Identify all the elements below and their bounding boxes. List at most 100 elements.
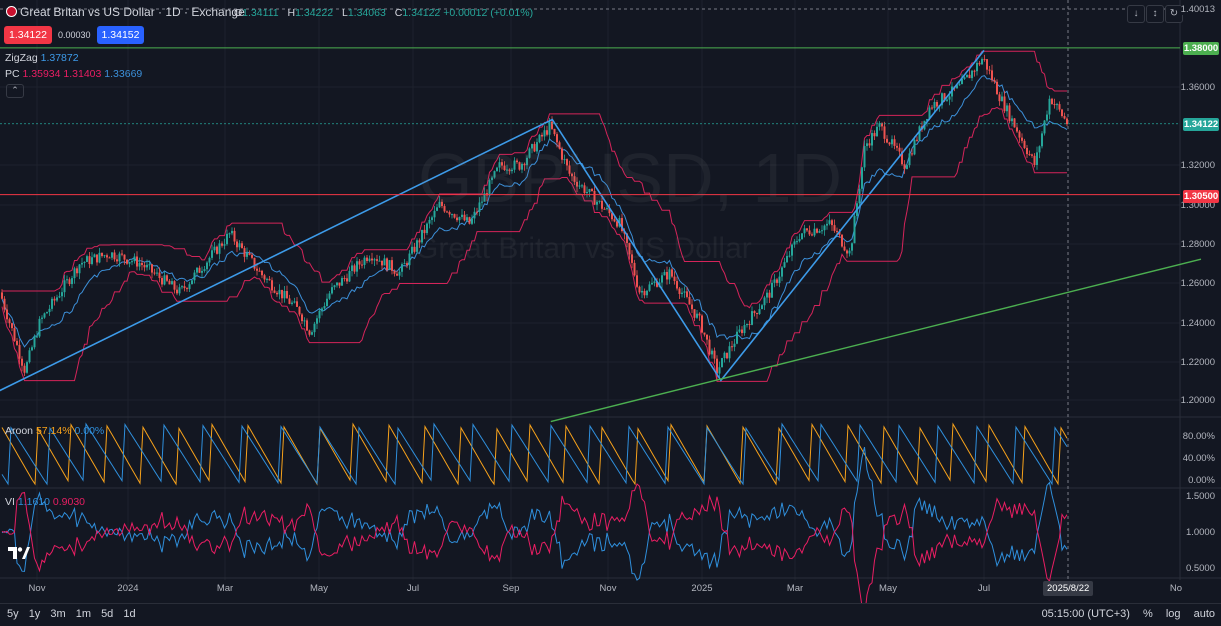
candle-body bbox=[661, 275, 663, 283]
candle-body bbox=[913, 139, 916, 155]
candle-body bbox=[218, 243, 221, 254]
candle-body bbox=[583, 185, 586, 194]
candle-body bbox=[441, 201, 443, 207]
candle-body bbox=[288, 298, 291, 304]
range-3m[interactable]: 3m bbox=[50, 608, 66, 620]
candle-body bbox=[143, 265, 146, 268]
candle-body bbox=[538, 134, 541, 143]
candle-body bbox=[773, 279, 776, 283]
candle-body bbox=[668, 269, 671, 280]
candle-body bbox=[526, 157, 528, 166]
candle-body bbox=[96, 254, 98, 263]
candle-body bbox=[646, 290, 648, 296]
candle-body bbox=[846, 250, 848, 254]
candle-body bbox=[56, 297, 58, 301]
candle-body bbox=[901, 151, 903, 165]
candle-body bbox=[336, 282, 338, 286]
price-label: 1.30000 bbox=[1180, 200, 1215, 211]
candle-body bbox=[153, 272, 156, 274]
pc-legend[interactable]: PC 1.35934 1.31403 1.33669 bbox=[5, 68, 143, 80]
candle-body bbox=[346, 278, 348, 282]
symbol-title[interactable]: Great Britan vs US Dollar · 1D · Exchang… bbox=[6, 5, 245, 19]
candle-body bbox=[241, 243, 243, 249]
candle-body bbox=[546, 130, 548, 135]
candle-body bbox=[248, 252, 251, 255]
candle-body bbox=[13, 328, 16, 341]
candle-body bbox=[563, 159, 566, 161]
candle-body bbox=[536, 142, 538, 152]
candle-body bbox=[983, 59, 986, 61]
range-5d[interactable]: 5d bbox=[101, 608, 114, 620]
candle-body bbox=[1016, 127, 1018, 132]
candle-body bbox=[743, 325, 746, 334]
candle-body bbox=[578, 185, 581, 187]
candle-body bbox=[83, 261, 86, 263]
candle-body bbox=[816, 228, 818, 233]
aroon-legend[interactable]: Aroon 57.14% 0.00% bbox=[5, 425, 105, 437]
range-1m[interactable]: 1m bbox=[75, 608, 91, 620]
candle-body bbox=[766, 292, 768, 298]
candle-body bbox=[386, 258, 388, 271]
candle-body bbox=[863, 146, 866, 168]
candle-body bbox=[481, 201, 483, 203]
candle-body bbox=[233, 230, 236, 242]
candle-body bbox=[608, 208, 611, 214]
percent-toggle[interactable]: % bbox=[1142, 608, 1153, 620]
main-chart[interactable] bbox=[0, 0, 1221, 603]
candle-body bbox=[561, 148, 563, 160]
candle-body bbox=[1003, 96, 1006, 112]
candle-body bbox=[448, 211, 451, 215]
timezone-clock[interactable]: 05:15:00 (UTC+3) bbox=[1041, 608, 1130, 620]
candle-body bbox=[353, 265, 356, 272]
candle-body bbox=[776, 279, 778, 283]
candle-body bbox=[818, 230, 821, 233]
candle-body bbox=[568, 165, 571, 174]
candle-body bbox=[341, 278, 343, 286]
candle-body bbox=[613, 219, 616, 222]
candle-body bbox=[548, 121, 551, 135]
candle-body bbox=[591, 189, 593, 191]
candle-body bbox=[836, 230, 838, 232]
buy-button[interactable]: 1.34152 bbox=[96, 26, 145, 44]
price-label: 1.24000 bbox=[1180, 318, 1215, 329]
candle-body bbox=[348, 270, 351, 282]
candle-body bbox=[641, 290, 643, 293]
candle-body bbox=[458, 216, 461, 221]
candle-body bbox=[1066, 118, 1068, 125]
candle-body bbox=[648, 284, 651, 291]
candle-body bbox=[18, 344, 21, 359]
candle-body bbox=[206, 262, 208, 270]
candle-body bbox=[331, 287, 333, 294]
price-tag-high: 1.38000 bbox=[1183, 42, 1219, 55]
candle-body bbox=[528, 148, 531, 158]
range-5y[interactable]: 5y bbox=[7, 608, 19, 620]
price-top-label: 1.40013 bbox=[1180, 4, 1215, 15]
vi-legend[interactable]: VI 1.1610 0.9030 bbox=[5, 496, 86, 508]
log-toggle[interactable]: log bbox=[1165, 608, 1181, 620]
candle-body bbox=[908, 153, 911, 166]
candle-body bbox=[883, 126, 886, 139]
candle-body bbox=[296, 301, 298, 307]
time-axis-label: Sep bbox=[502, 583, 520, 594]
range-1d[interactable]: 1d bbox=[123, 608, 136, 620]
candle-body bbox=[76, 268, 78, 274]
candle-body bbox=[541, 134, 543, 137]
candle-body bbox=[166, 275, 168, 281]
candle-body bbox=[198, 267, 201, 273]
candle-body bbox=[651, 282, 653, 285]
collapse-legend-button[interactable]: ⌃ bbox=[6, 84, 24, 98]
zigzag-legend[interactable]: ZigZag 1.37872 bbox=[5, 52, 79, 64]
candle-body bbox=[226, 233, 228, 245]
sell-button[interactable]: 1.34122 bbox=[4, 26, 52, 44]
arrow-down-icon[interactable]: ↓ bbox=[1127, 5, 1145, 23]
range-1y[interactable]: 1y bbox=[28, 608, 41, 620]
candle-body bbox=[971, 70, 973, 79]
auto-toggle[interactable]: auto bbox=[1193, 608, 1215, 620]
collapse-pane-icon[interactable]: ↕ bbox=[1146, 5, 1164, 23]
candle-body bbox=[221, 243, 223, 246]
candle-body bbox=[11, 323, 13, 329]
candle-body bbox=[511, 169, 513, 172]
time-axis-label: 2024 bbox=[117, 583, 139, 594]
candle-body bbox=[821, 230, 823, 232]
candle-body bbox=[716, 358, 718, 374]
